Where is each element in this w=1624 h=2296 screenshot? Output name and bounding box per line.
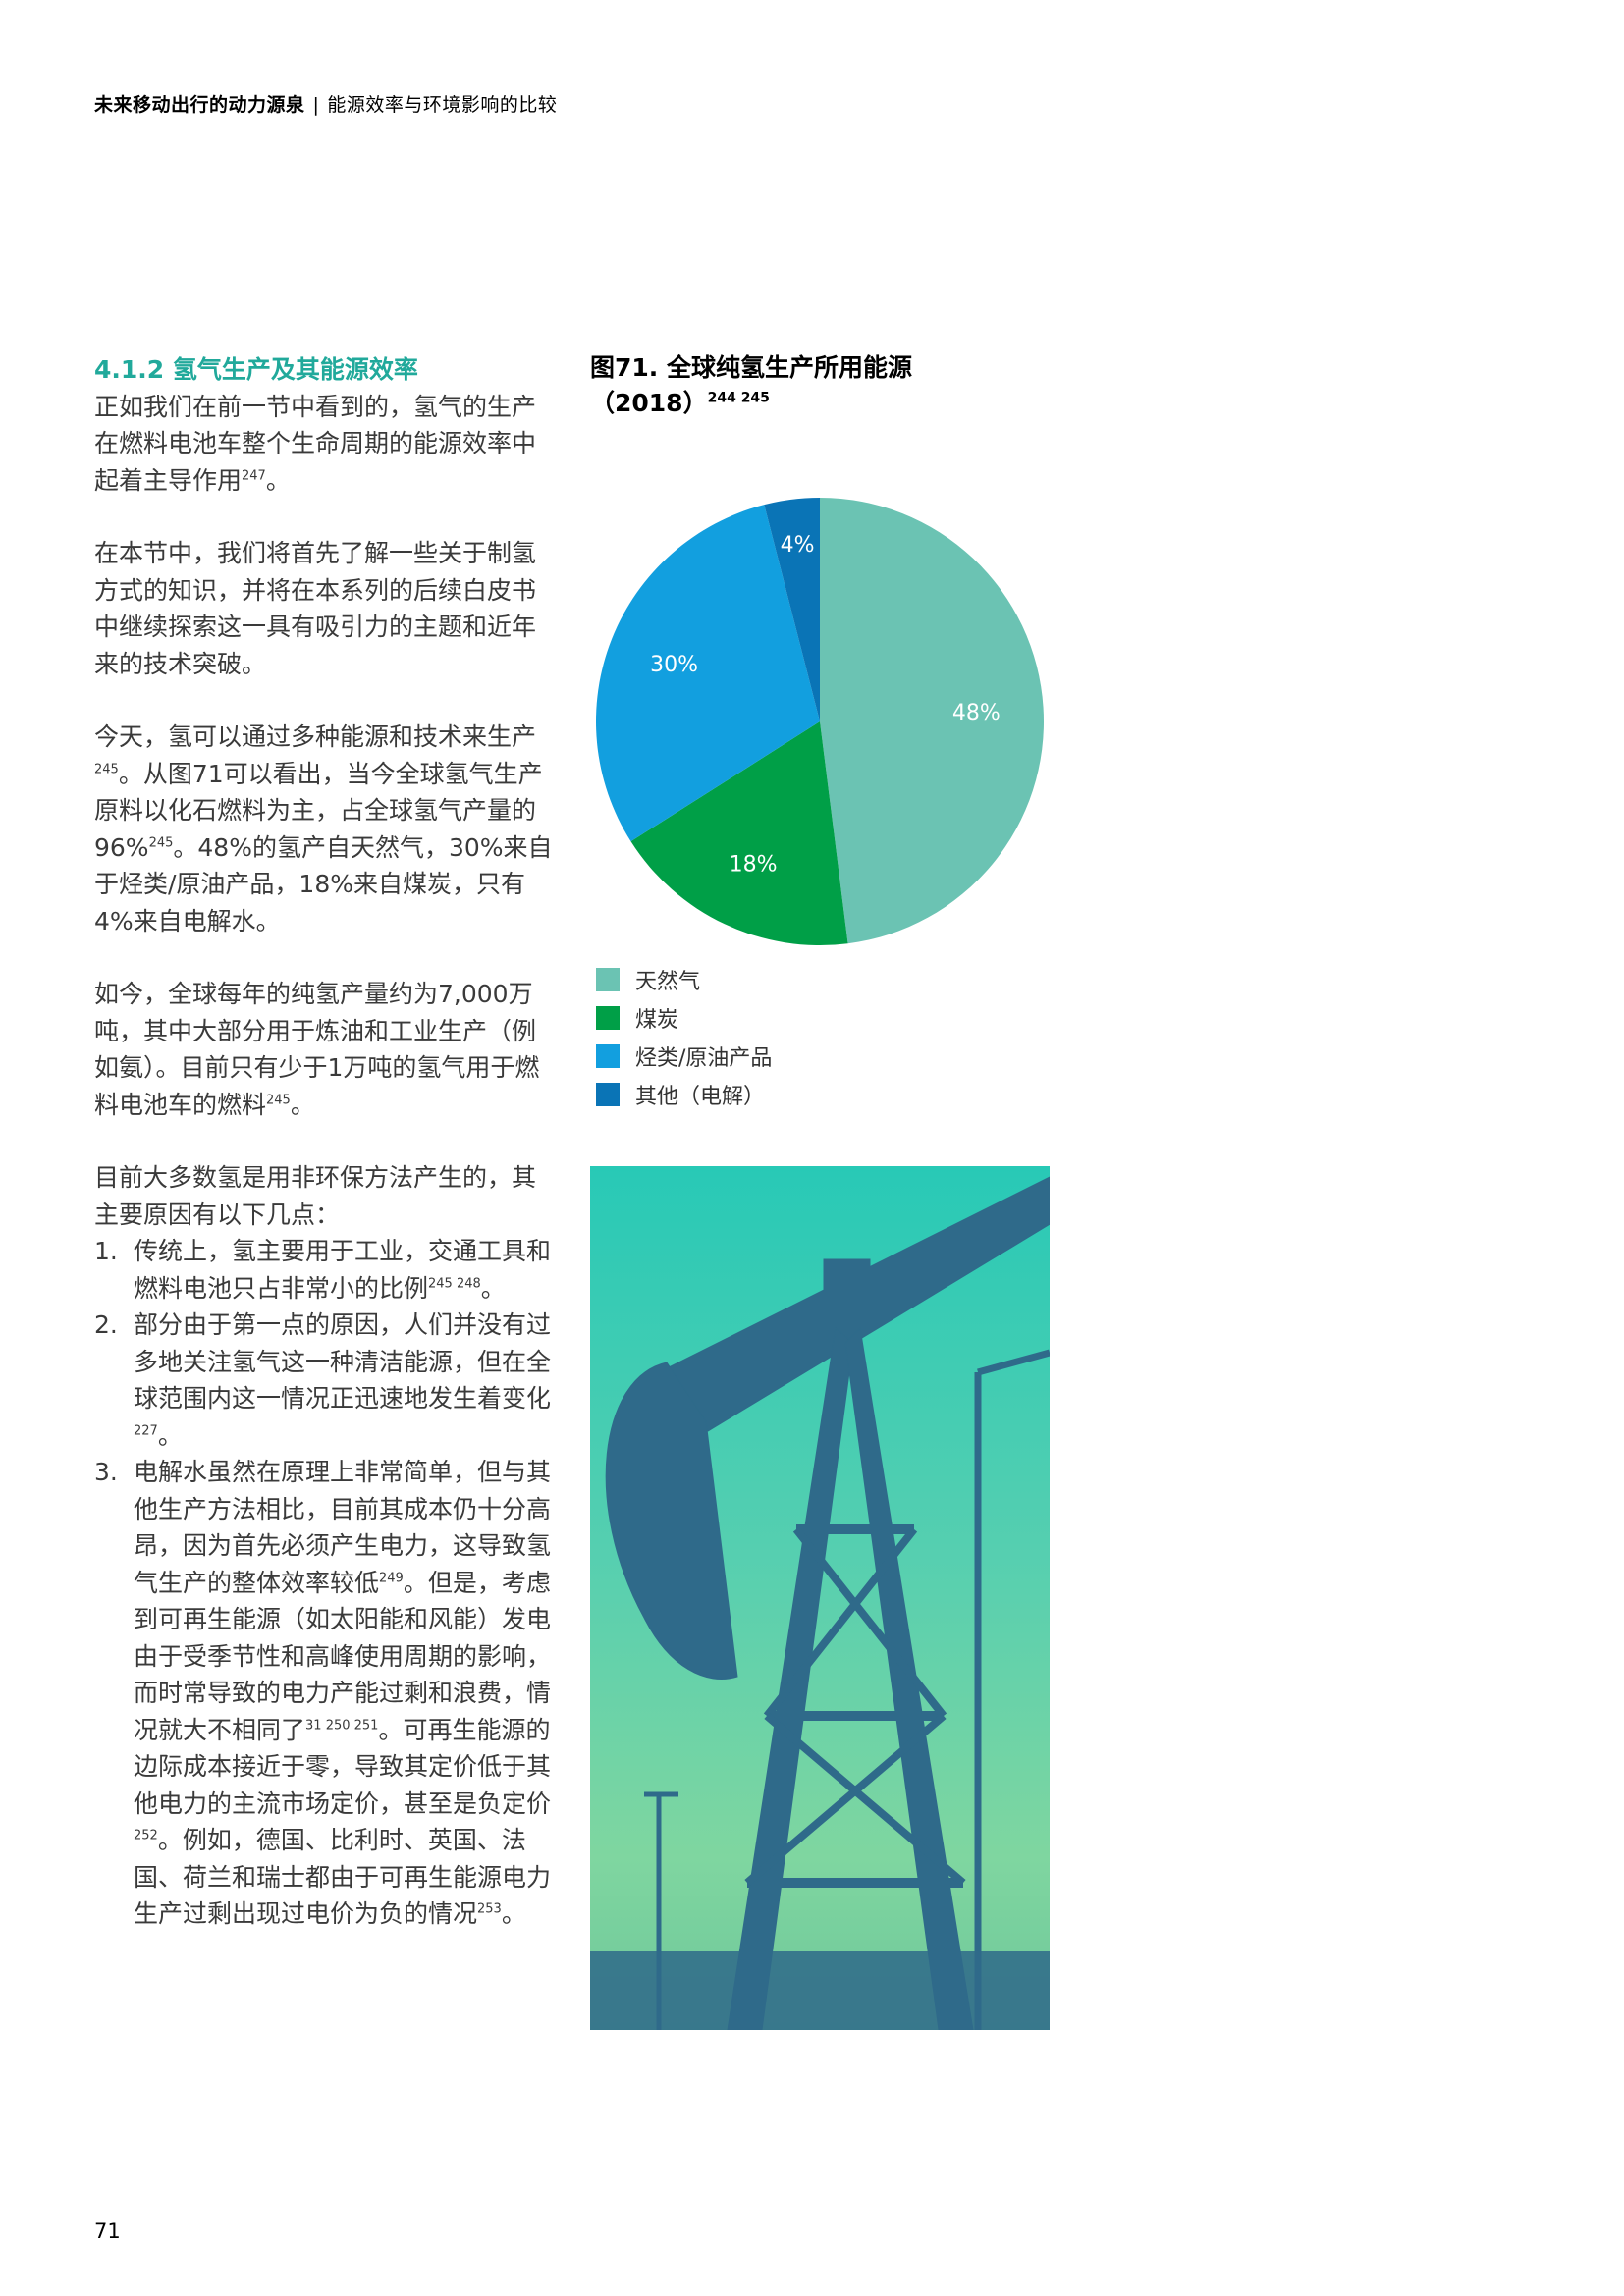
pie-data-label: 18% <box>730 852 778 877</box>
oil-pump-photo <box>590 1166 1050 2030</box>
legend-swatch <box>596 1082 620 1106</box>
list-end: 。 <box>157 1420 183 1450</box>
p3-ref1: 245 <box>94 762 119 777</box>
figure-refs: 244 245 <box>707 390 770 406</box>
pie-data-label: 48% <box>952 701 1001 725</box>
p2-text: 在本节中，我们将首先了解一些关于制氢方式的知识，并将在本系列的后续白皮书中继续探… <box>94 539 537 678</box>
page-number: 71 <box>94 2219 121 2243</box>
list-ref: 245 248 <box>428 1276 481 1292</box>
pie-slice <box>596 505 820 842</box>
legend-label: 其他（电解） <box>635 1084 766 1109</box>
legend-label: 天然气 <box>635 969 701 994</box>
oil-pump-silhouette-icon <box>605 1176 1050 2030</box>
pie-chart: 48% 18% 30% 4% <box>596 498 1044 945</box>
chart-legend: 天然气煤炭烃类/原油产品 其他（电解） <box>596 960 772 1113</box>
p4-end: 。 <box>290 1090 315 1119</box>
legend-swatch <box>596 967 620 991</box>
paragraph-2: 在本节中，我们将首先了解一些关于制氢方式的知识，并将在本系列的后续白皮书中继续探… <box>94 535 556 682</box>
running-header: 未来移动出行的动力源泉 | 能源效率与环境影响的比较 <box>94 90 557 117</box>
pie-data-label: 30% <box>650 653 698 677</box>
p3-a: 今天，氢可以通过多种能源和技术来生产 <box>94 722 537 751</box>
header-subtitle: 能源效率与环境影响的比较 <box>327 94 558 116</box>
figure-title-main: 图71. 全球纯氢生产所用能源 <box>590 353 912 382</box>
legend-label: 煤炭 <box>635 1007 679 1033</box>
figure-year: （2018） <box>590 389 708 417</box>
paragraph-1: 正如我们在前一节中看到的，氢气的生产在燃料电池车整个生命周期的能源效率中起着主导… <box>94 389 556 500</box>
list-text-e: 。 <box>501 1899 526 1928</box>
list-text-b: 。但是，考虑到可再生能源（如太阳能和风能）发电由于受季节性和高峰使用周期的影响，… <box>134 1568 552 1744</box>
header-title: 未来移动出行的动力源泉 <box>94 94 305 116</box>
legend-item: 其他（电解） <box>596 1075 772 1113</box>
list-item: 3. 电解水虽然在原理上非常简单，但与其他生产方法相比，目前其成本仍十分高昂，因… <box>94 1454 556 1933</box>
legend-swatch <box>596 1043 620 1068</box>
legend-swatch <box>596 1005 620 1030</box>
list-ref: 227 <box>134 1423 158 1439</box>
legend-item: 煤炭 <box>596 998 772 1037</box>
p4-ref: 245 <box>266 1093 291 1108</box>
list-text: 部分由于第一点的原因，人们并没有过多地关注氢气这一种清洁能源，但在全球范围内这一… <box>134 1310 552 1413</box>
list-number: 2. <box>94 1310 118 1339</box>
p3-ref2: 245 <box>148 835 174 851</box>
p4-text: 如今，全球每年的纯氢产量约为7,000万吨，其中大部分用于炼油和工业生产（例如氨… <box>94 980 540 1119</box>
list-end: 。 <box>480 1273 506 1303</box>
paragraph-3: 今天，氢可以通过多种能源和技术来生产 245。从图71可以看出，当今全球氢气生产原… <box>94 719 556 939</box>
list-text-c: 。可再生能源的边际成本接近于零，导致其定价低于其他电力的主流市场定价，甚至是负定… <box>134 1715 552 1818</box>
list-item: 2. 部分由于第一点的原因，人们并没有过多地关注氢气这一种清洁能源，但在全球范围… <box>94 1307 556 1454</box>
figure-title: 图71. 全球纯氢生产所用能源 （2018）244 245 <box>590 350 1042 421</box>
p3-c: 。48%的氢产自天然气，30%来自于烃类/原油产品，18%来自煤炭，只有4%来自… <box>94 832 553 935</box>
list-number: 3. <box>94 1458 118 1486</box>
list-ref-1: 249 <box>379 1571 404 1586</box>
list-text-a: 电解水虽然在原理上非常简单，但与其他生产方法相比，目前其成本仍十分高昂，因为首先… <box>134 1458 552 1597</box>
p5-intro: 目前大多数氢是用非环保方法产生的，其主要原因有以下几点： <box>94 1163 537 1229</box>
list-ref-4: 253 <box>477 1901 502 1917</box>
p1-end: 。 <box>265 465 291 495</box>
legend-label: 烃类/原油产品 <box>635 1045 773 1071</box>
paragraph-4: 如今，全球每年的纯氢产量约为7,000万吨，其中大部分用于炼油和工业生产（例如氨… <box>94 976 556 1123</box>
pie-data-label: 4% <box>781 533 815 558</box>
header-separator: | <box>312 94 320 116</box>
pie-slice <box>630 721 848 945</box>
legend-item: 烃类/原油产品 <box>596 1037 772 1075</box>
p3-b: 。从图71可以看出，当今全球氢气生产原料以化石燃料为主，占全球氢气产量的96% <box>94 759 543 862</box>
list-text-d: 。例如，德国、比利时、英国、法国、荷兰和瑞士都由于可再生能源电力生产过剩出现过电… <box>134 1826 552 1928</box>
section-title: 4.1.2 氢气生产及其能源效率 <box>94 355 418 384</box>
main-text-column: 4.1.2 氢气生产及其能源效率 正如我们在前一节中看到的，氢气的生产在燃料电池… <box>94 351 556 1969</box>
reasons-list: 1. 传统上，氢主要用于工业，交通工具和燃料电池只占非常小的比例245 248。… <box>94 1233 556 1933</box>
list-item: 1. 传统上，氢主要用于工业，交通工具和燃料电池只占非常小的比例245 248。 <box>94 1233 556 1307</box>
list-number: 1. <box>94 1237 118 1265</box>
list-ref-3: 252 <box>134 1828 158 1843</box>
p1-ref: 247 <box>242 468 266 484</box>
list-ref-2: 31 250 251 <box>305 1718 379 1734</box>
paragraph-5: 目前大多数氢是用非环保方法产生的，其主要原因有以下几点： 1. 传统上，氢主要用… <box>94 1159 556 1933</box>
list-text: 传统上，氢主要用于工业，交通工具和燃料电池只占非常小的比例 <box>134 1237 552 1303</box>
p1-text: 正如我们在前一节中看到的，氢气的生产在燃料电池车整个生命周期的能源效率中起着主导… <box>94 392 537 495</box>
legend-item: 天然气 <box>596 960 772 998</box>
pie-slice <box>764 498 820 721</box>
pie-slice <box>820 498 1044 944</box>
